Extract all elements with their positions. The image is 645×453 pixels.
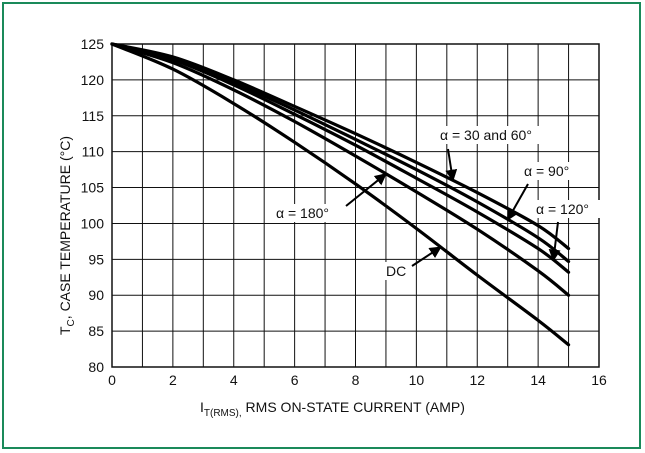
annotation-label-bg [533,200,605,218]
annotation-label: α = 90° [524,163,569,179]
x-tick-label: 14 [530,372,546,388]
y-tick-label: 95 [88,251,104,267]
annotation-label: α = 30 and 60° [440,127,532,143]
series-line [110,42,571,274]
annotation-arrow [345,173,387,207]
y-tick-label: 80 [88,359,104,375]
x-tick-label: 16 [591,372,607,388]
x-tick-label: 6 [291,372,299,388]
annotation-label: DC [386,263,406,279]
x-tick-label: 4 [230,372,238,388]
annotation-arrow [506,183,529,221]
x-tick-label: 12 [469,372,485,388]
chart-frame [2,2,641,449]
x-tick-labels: 0 2 4 6 8 10 12 14 16 [108,372,607,388]
annotation-arrow [411,246,442,267]
y-tick-label: 120 [81,72,105,88]
y-tick-label: 85 [88,323,104,339]
y-tick-label: 105 [81,180,105,196]
y-tick-label: 125 [81,36,105,52]
annotations: α = 30 and 60° α = 90° α = 120° α = 180° DC [273,126,605,280]
y-tick-labels: 80 85 90 95 100 105 110 115 120 125 [81,36,105,375]
annotation-label-bg [521,162,585,180]
y-tick-label: 90 [88,287,104,303]
x-tick-label: 0 [108,372,116,388]
series-lines [110,42,571,347]
annotation-arrow [548,221,561,262]
annotation-arrow [445,148,458,182]
series-line [110,42,571,347]
annotation-label-bg [383,262,406,280]
x-tick-label: 8 [352,372,360,388]
grid [111,43,600,368]
y-axis-title: TC, CASE TEMPERATURE (°C) [57,136,77,335]
y-tick-label: 115 [82,108,105,124]
x-tick-label: 2 [169,372,177,388]
series-line [110,42,571,264]
annotation-label-bg [273,204,345,222]
x-tick-label: 10 [409,372,425,388]
annotation-label-bg [437,126,558,144]
annotation-label: α = 120° [536,201,589,217]
annotation-label: α = 180° [276,205,329,221]
series-line [110,42,571,297]
y-tick-label: 100 [81,215,105,231]
y-tick-label: 110 [82,144,105,160]
x-axis-title: IT(RMS), RMS ON-STATE CURRENT (AMP) [200,399,465,419]
